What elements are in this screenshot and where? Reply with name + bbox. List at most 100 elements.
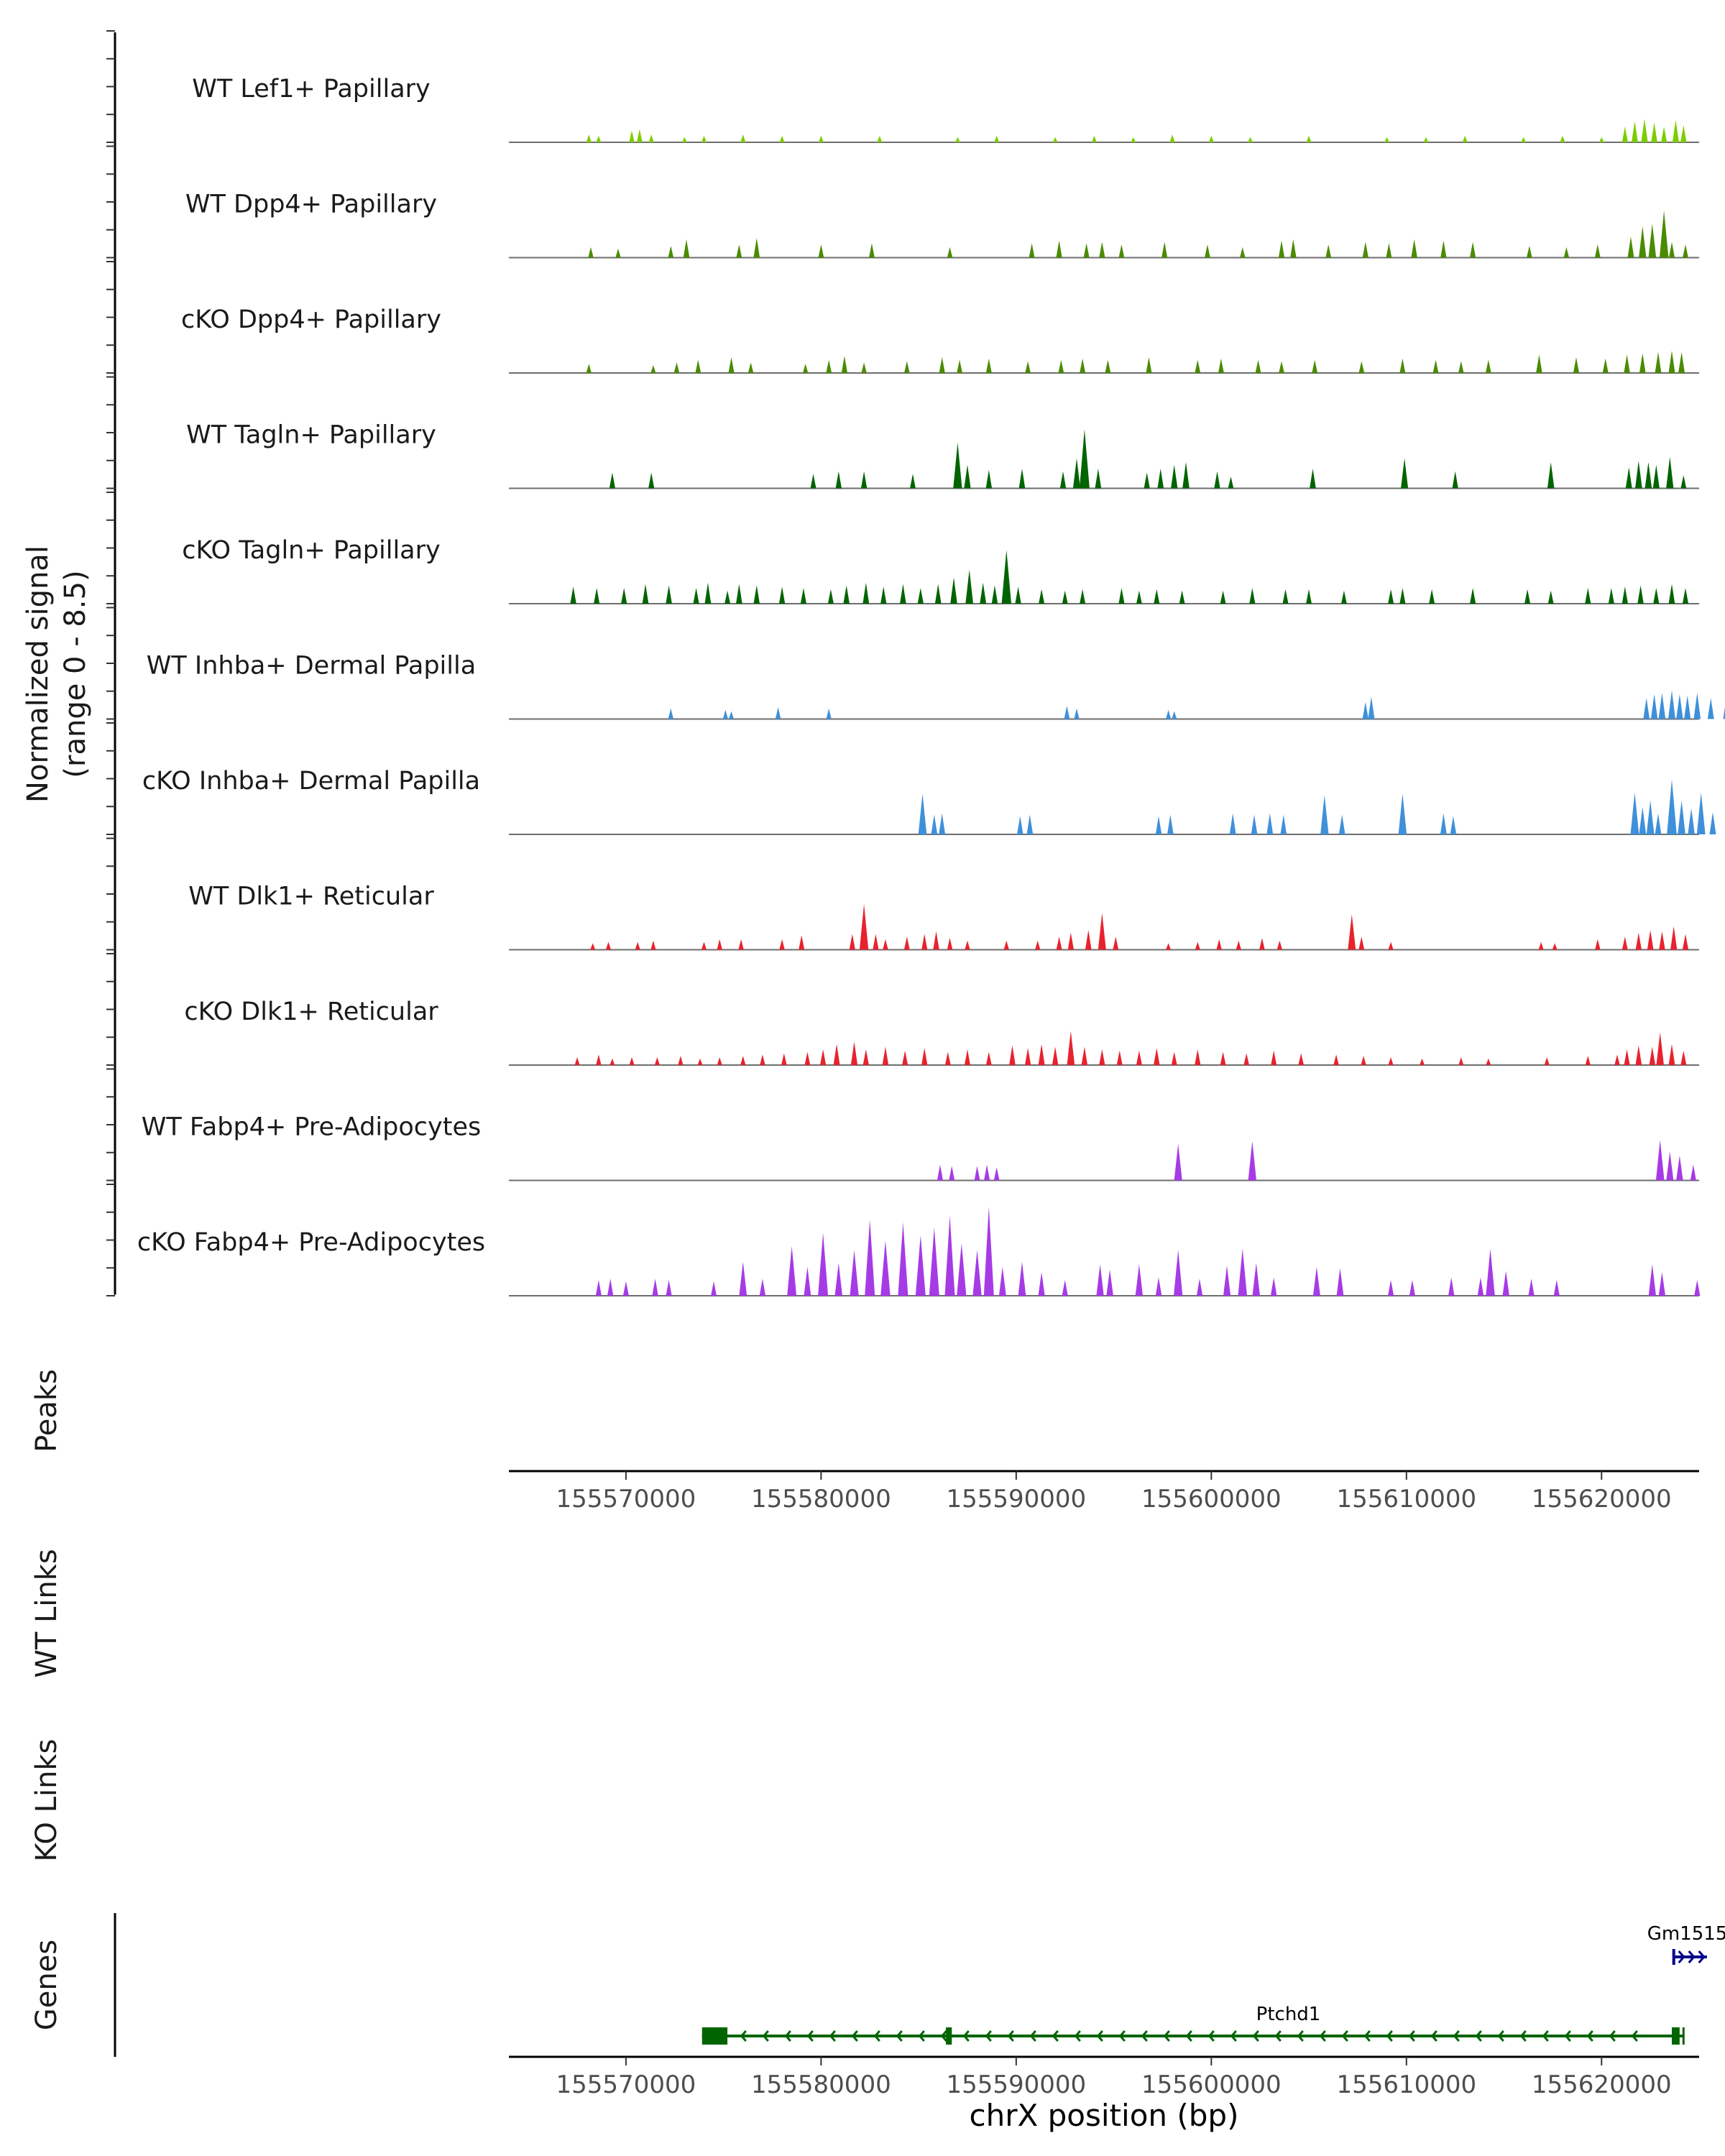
coverage-peak	[985, 470, 993, 489]
coverage-peak	[985, 358, 992, 373]
coverage-peak	[1072, 458, 1081, 489]
coverage-peak	[1009, 1045, 1016, 1065]
coverage-peak	[1485, 359, 1491, 373]
coverage-peak	[933, 931, 939, 950]
coverage-peak	[1693, 693, 1701, 719]
strand-arrow	[1386, 2030, 1393, 2042]
coverage-peak	[1668, 351, 1675, 373]
coverage-peak	[595, 1280, 602, 1296]
gene-gm15155: Gm15155	[1647, 1923, 1725, 1965]
coverage-peak	[1678, 351, 1685, 373]
coverage-peak	[1214, 471, 1220, 489]
coverage-peak	[804, 1266, 811, 1296]
coverage-peak	[1594, 244, 1601, 258]
x-tick-label: 155580000	[751, 1485, 891, 1514]
coverage-peak	[1668, 241, 1675, 258]
coverage-peak	[1252, 1263, 1260, 1296]
coverage-peak	[1666, 456, 1674, 489]
x-tick-label: 155610000	[1336, 1485, 1476, 1514]
coverage-peak	[1166, 943, 1171, 950]
gene-ptchd1: Ptchd1	[702, 2004, 1685, 2045]
coverage-peak	[993, 1167, 1000, 1181]
coverage-peak	[850, 1250, 859, 1296]
coverage-peak	[1388, 941, 1394, 950]
strand-arrow	[1408, 2030, 1415, 2042]
coverage-peak	[693, 588, 699, 604]
coverage-peak	[673, 362, 680, 373]
coverage-peak	[1652, 464, 1660, 489]
coverage-peak	[1271, 1050, 1277, 1065]
coverage-peak	[753, 238, 760, 258]
coverage-peak	[1411, 239, 1417, 258]
strand-arrow	[1208, 2030, 1215, 2042]
coverage-peak	[934, 584, 942, 604]
coverage-peak	[652, 1279, 658, 1296]
coverage-peak	[1095, 469, 1102, 489]
strand-arrow	[1185, 2030, 1192, 2042]
coverage-peak	[728, 357, 735, 373]
strand-arrow	[1609, 2030, 1616, 2042]
coverage-peak	[1458, 361, 1464, 373]
coverage-peak	[1038, 1044, 1045, 1065]
coverage-peak	[697, 1058, 703, 1065]
coverage-peak	[748, 362, 754, 373]
strand-arrow	[1497, 2030, 1504, 2042]
coverage-peak	[1423, 137, 1429, 142]
strand-arrow	[1319, 2030, 1326, 2042]
coverage-peak	[1058, 359, 1064, 373]
coverage-peak	[759, 1279, 766, 1296]
coverage-peak	[947, 247, 953, 258]
coverage-peak	[820, 1049, 827, 1065]
coverage-peak	[1622, 586, 1628, 604]
coverage-peak	[1524, 589, 1531, 604]
coverage-peak	[1003, 940, 1009, 950]
coverage-peak	[929, 1227, 939, 1296]
coverage-peak	[1195, 359, 1201, 373]
coverage-peak	[862, 582, 870, 604]
strand-arrow	[1118, 2030, 1126, 2042]
strand-arrow	[1363, 2030, 1371, 2042]
coverage-peak	[666, 1280, 672, 1296]
coverage-peak	[1658, 1272, 1665, 1296]
coverage-peak	[1249, 588, 1256, 604]
coverage-peak	[1655, 351, 1662, 373]
coverage-peak	[668, 708, 673, 719]
signal-axis	[106, 30, 116, 1296]
coverage-peak	[1220, 590, 1226, 604]
track-2: WT Dpp4+ Papillary	[185, 190, 1699, 259]
coverage-peak	[1676, 1155, 1683, 1181]
coverage-peak	[1083, 243, 1090, 258]
coverage-peak	[1563, 247, 1570, 258]
coverage-peak	[915, 1235, 926, 1296]
coverage-peak	[1154, 589, 1160, 604]
coverage-peak	[1059, 471, 1067, 489]
coverage-peak	[873, 934, 879, 950]
coverage-peak	[921, 1048, 928, 1065]
track-label: cKO Tagln+ Papillary	[182, 536, 441, 565]
coverage-peak	[1667, 779, 1677, 834]
coverage-peak	[683, 239, 690, 258]
coverage-peak	[998, 1266, 1006, 1296]
coverage-peak	[1171, 464, 1178, 489]
coverage-peak	[1440, 813, 1447, 834]
coverage-peak	[861, 362, 867, 373]
coverage-peak	[991, 585, 998, 604]
gene-label: Gm15155	[1647, 1923, 1725, 1945]
strand-arrow	[1698, 1950, 1706, 1963]
coverage-peak	[588, 247, 594, 258]
coverage-peak	[1547, 590, 1554, 604]
coverage-peak	[964, 1049, 970, 1065]
coverage-peak	[985, 1051, 992, 1065]
coverage-peak	[1039, 589, 1045, 604]
genes-panel-label: Genes	[30, 1940, 63, 2030]
coverage-peak	[1658, 693, 1666, 719]
coverage-peak	[1056, 936, 1062, 950]
coverage-peak	[1196, 1279, 1203, 1296]
coverage-peak	[650, 940, 656, 950]
coverage-peak	[1448, 1277, 1455, 1296]
coverage-peak	[1401, 458, 1409, 489]
coverage-peak	[1477, 1277, 1484, 1296]
coverage-peak	[1641, 119, 1648, 142]
coverage-peak	[877, 135, 883, 142]
coverage-peak	[964, 464, 971, 489]
